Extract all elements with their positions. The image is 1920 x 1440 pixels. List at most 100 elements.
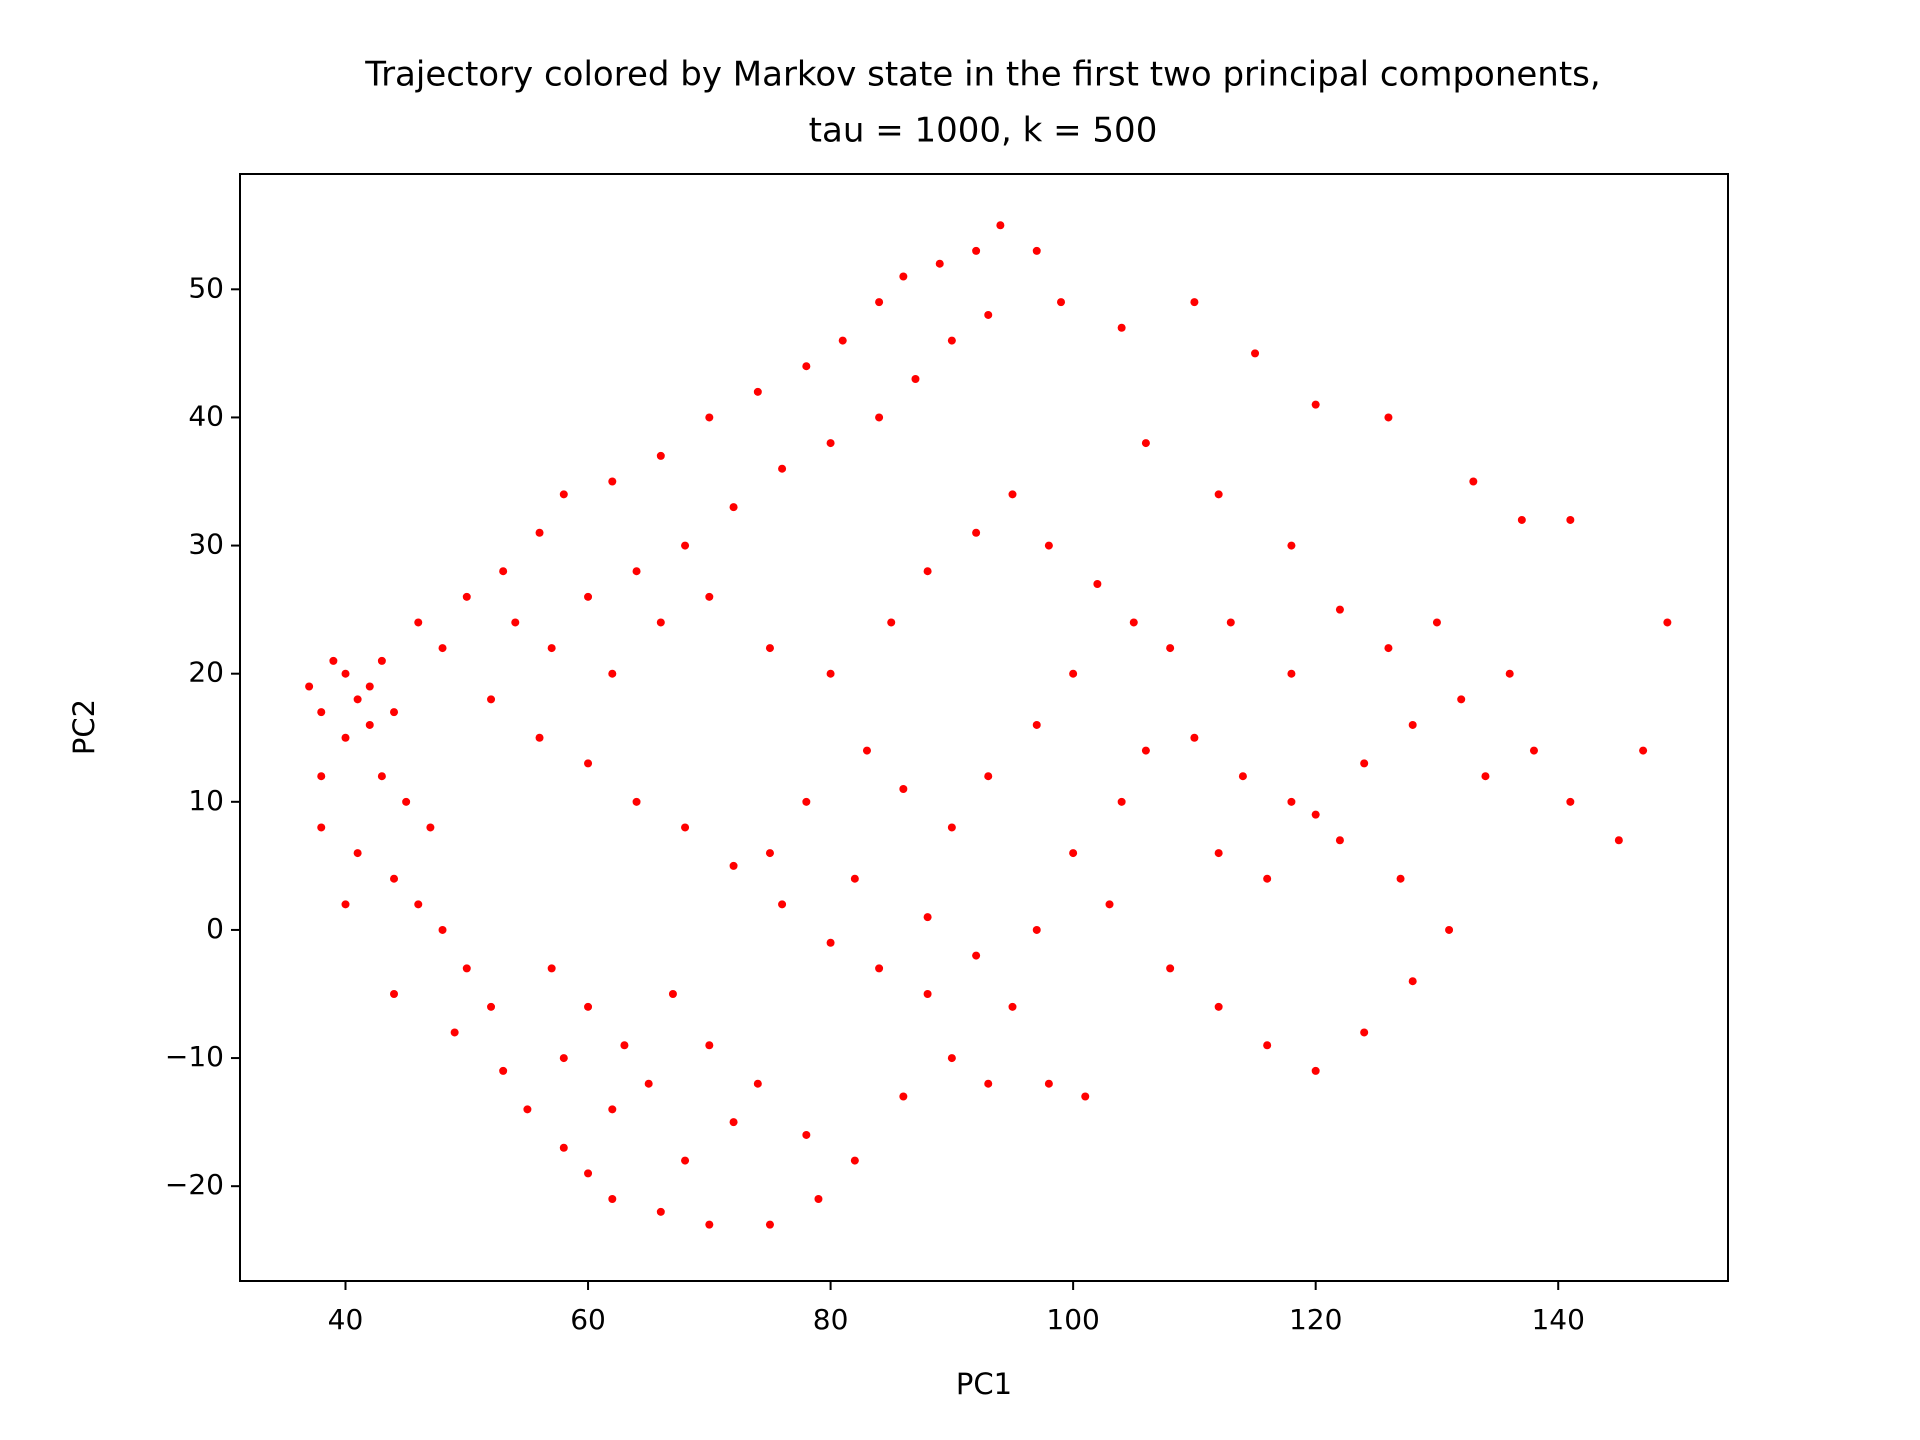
chart-title: tau = 1000, k = 500: [809, 111, 1158, 151]
point: [1311, 810, 1320, 819]
point: [547, 964, 556, 973]
point: [317, 823, 326, 832]
point: [875, 964, 884, 973]
point: [1141, 746, 1150, 755]
point: [1129, 618, 1138, 627]
point: [1190, 298, 1199, 307]
point: [402, 797, 411, 806]
point: [1335, 605, 1344, 614]
point: [390, 708, 399, 717]
point: [535, 528, 544, 537]
point: [511, 618, 520, 627]
point: [681, 1156, 690, 1165]
point: [1396, 874, 1405, 883]
point: [729, 861, 738, 870]
point: [341, 733, 350, 742]
point: [1614, 836, 1623, 845]
point: [1311, 1066, 1320, 1075]
point: [899, 785, 908, 793]
point: [1566, 515, 1575, 524]
point: [668, 990, 677, 998]
point: [972, 246, 981, 255]
point: [947, 336, 956, 345]
point: [705, 1041, 714, 1050]
point: [341, 669, 350, 678]
point: [753, 1079, 762, 1088]
point: [1057, 298, 1066, 307]
point: [559, 1054, 568, 1063]
point: [1032, 246, 1041, 255]
point: [1384, 644, 1393, 653]
point: [838, 336, 847, 345]
point: [802, 797, 811, 806]
point: [1408, 977, 1417, 986]
point: [765, 644, 774, 653]
point: [377, 772, 386, 781]
point: [1008, 490, 1017, 499]
point: [656, 1207, 665, 1216]
point: [681, 823, 690, 832]
point: [1469, 477, 1478, 486]
x-tick-label: 40: [328, 1303, 364, 1336]
y-tick-label: 10: [188, 784, 224, 817]
point: [826, 938, 835, 947]
point: [608, 477, 617, 486]
point: [390, 990, 399, 998]
point: [365, 720, 374, 729]
point: [1008, 1002, 1017, 1011]
point: [584, 1002, 593, 1011]
point: [547, 644, 556, 653]
point: [814, 1195, 823, 1203]
x-tick-label: 140: [1531, 1303, 1584, 1336]
point: [1032, 720, 1041, 729]
point: [1360, 1028, 1369, 1037]
point: [1566, 797, 1575, 806]
point: [535, 733, 544, 742]
point: [317, 772, 326, 781]
point: [608, 1105, 617, 1114]
point: [996, 221, 1005, 230]
point: [1517, 515, 1526, 524]
point: [1529, 746, 1538, 755]
point: [1335, 836, 1344, 845]
point: [1505, 669, 1514, 678]
point: [1481, 772, 1490, 781]
point: [1044, 1079, 1053, 1088]
point: [329, 656, 338, 665]
point: [1226, 618, 1235, 627]
point: [523, 1105, 532, 1114]
point: [778, 900, 787, 909]
point: [377, 656, 386, 665]
point: [584, 1169, 593, 1178]
y-tick-label: −10: [165, 1040, 224, 1073]
point: [438, 925, 447, 934]
point: [705, 1220, 714, 1229]
point: [390, 874, 399, 883]
point: [1287, 797, 1296, 806]
point: [1408, 720, 1417, 729]
point: [1263, 874, 1272, 883]
point: [850, 1156, 859, 1165]
point: [802, 362, 811, 371]
point: [353, 849, 362, 858]
x-tick-label: 120: [1289, 1303, 1342, 1336]
point: [875, 298, 884, 307]
point: [972, 528, 981, 537]
point: [935, 259, 944, 268]
point: [1663, 618, 1672, 627]
point: [1214, 1002, 1223, 1011]
point: [802, 1130, 811, 1139]
x-tick-label: 60: [570, 1303, 606, 1336]
point: [1287, 541, 1296, 550]
point: [705, 592, 714, 601]
point: [632, 567, 641, 576]
point: [850, 874, 859, 883]
point: [984, 310, 993, 319]
point: [632, 797, 641, 806]
point: [826, 669, 835, 678]
point: [1190, 733, 1199, 742]
y-axis-label: PC2: [67, 699, 101, 755]
point: [620, 1041, 629, 1050]
point: [765, 1220, 774, 1229]
